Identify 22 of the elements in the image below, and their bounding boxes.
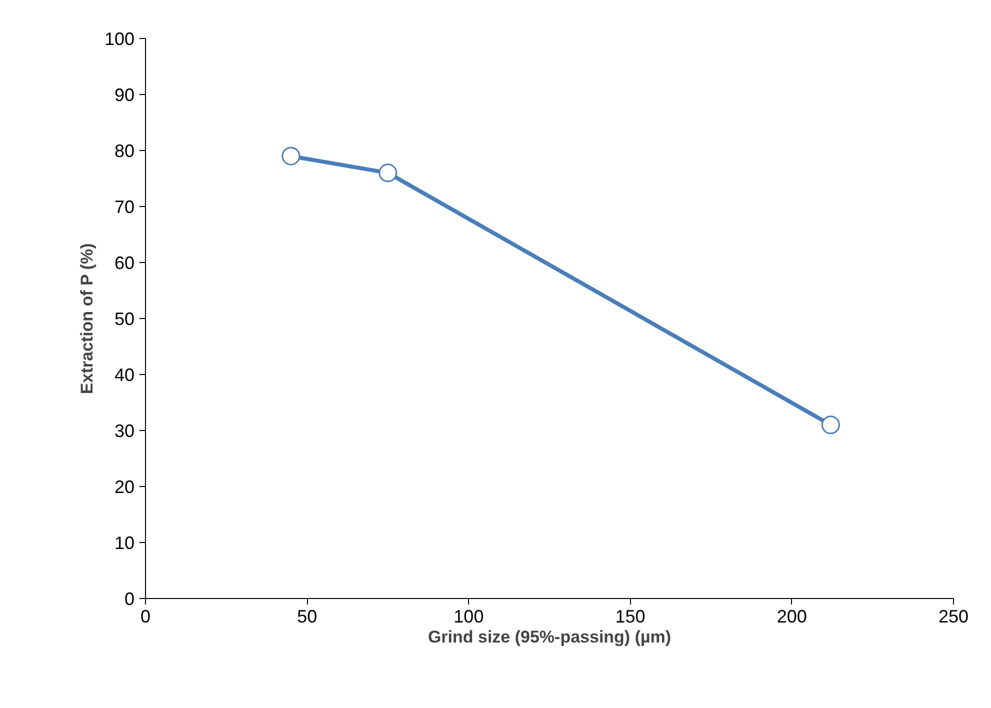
x-tick-label: 150 bbox=[615, 606, 646, 626]
y-tick-label: 80 bbox=[114, 141, 135, 161]
point bbox=[282, 146, 300, 166]
x-tick-label: 50 bbox=[297, 606, 318, 626]
y-tick-label: 30 bbox=[114, 421, 135, 441]
point bbox=[378, 164, 398, 182]
y-tick-label: 90 bbox=[114, 85, 135, 105]
x-axis-title: Grind size (95%-passing) (µm) bbox=[428, 628, 672, 646]
y-tick-label: 40 bbox=[114, 365, 135, 385]
x-tick-label: 100 bbox=[454, 606, 484, 626]
x-tick-label: 250 bbox=[938, 606, 969, 626]
y-tick-label: 10 bbox=[114, 533, 135, 553]
y-tick-label: 70 bbox=[114, 197, 135, 217]
y-tick-label: 60 bbox=[114, 253, 135, 273]
x-tick-label: 200 bbox=[776, 606, 807, 626]
y-tick-label: 50 bbox=[114, 309, 135, 329]
y-tick-label: 20 bbox=[114, 477, 135, 497]
point bbox=[821, 416, 840, 434]
y-axis-title: Extraction of P (%) bbox=[77, 243, 96, 394]
x-tick-label: 0 bbox=[140, 606, 151, 626]
y-tick-label: 0 bbox=[124, 589, 135, 609]
y-tick-label: 100 bbox=[104, 29, 135, 49]
